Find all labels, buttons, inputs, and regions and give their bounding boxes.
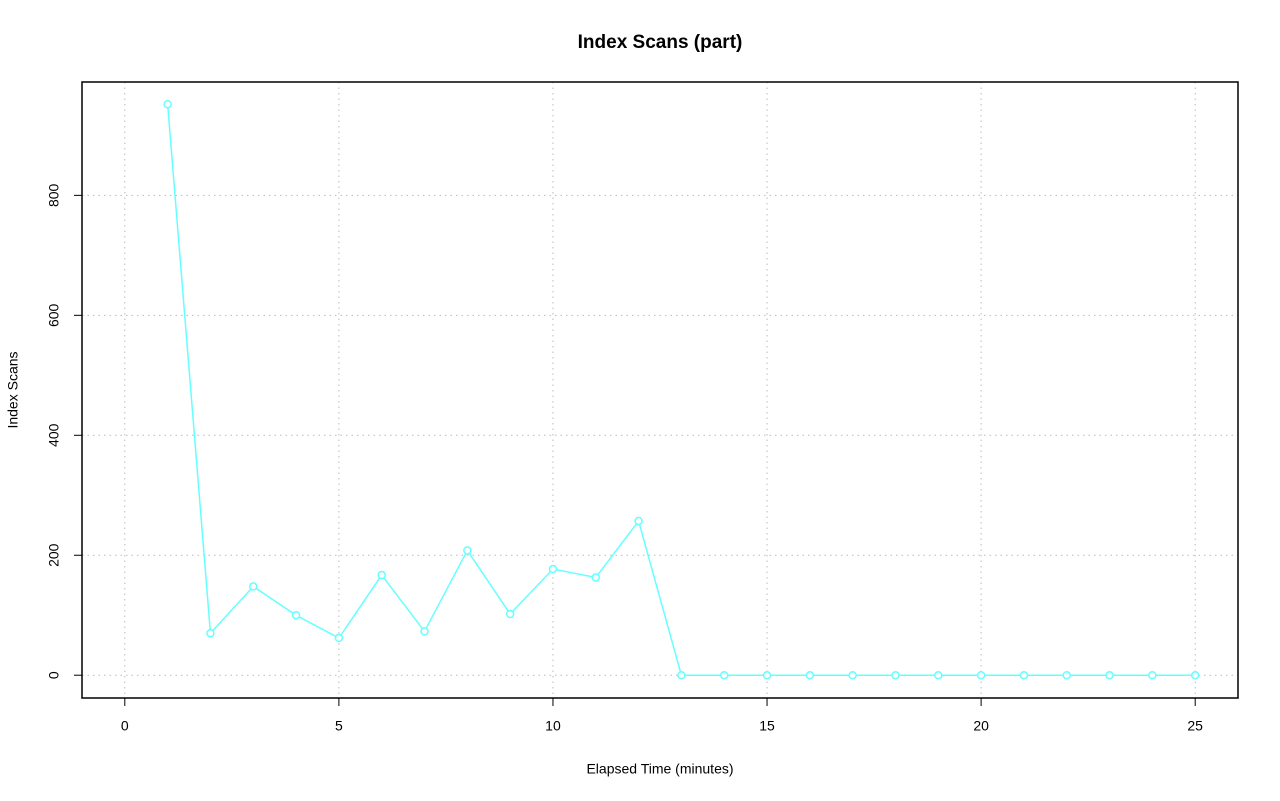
x-tick-label: 0	[121, 718, 129, 734]
data-point	[1019, 670, 1029, 680]
data-point	[505, 609, 515, 619]
data-point	[634, 516, 643, 526]
data-point	[1190, 670, 1200, 680]
y-axis-label: Index Scans	[5, 351, 21, 428]
plot-frame	[81, 81, 1239, 699]
data-point	[976, 670, 986, 680]
chart-title: Index Scans (part)	[578, 32, 743, 53]
data-point	[334, 633, 344, 643]
data-point	[1148, 670, 1157, 680]
y-tick-label: 400	[46, 423, 62, 447]
data-point	[891, 670, 900, 680]
y-tick-label: 600	[46, 303, 62, 327]
data-point	[249, 582, 258, 591]
data-point	[163, 99, 172, 109]
data-point	[548, 564, 558, 574]
data-point	[719, 670, 729, 680]
data-point	[206, 628, 215, 638]
data-point	[762, 670, 772, 680]
x-axis-label: Elapsed Time (minutes)	[586, 761, 733, 777]
data-point	[377, 570, 386, 580]
data-point	[677, 670, 686, 680]
x-tick-label: 25	[1187, 718, 1203, 734]
x-tick-label: 5	[335, 718, 343, 734]
data-point	[805, 670, 815, 680]
y-tick-label: 800	[46, 183, 62, 207]
data-point	[934, 670, 943, 680]
data-point	[848, 670, 857, 680]
grid	[82, 82, 1238, 698]
data-point	[291, 610, 301, 620]
y-tick-label: 200	[46, 543, 62, 567]
data-point	[1062, 670, 1071, 680]
x-tick-label: 20	[973, 718, 989, 734]
data-point	[420, 627, 429, 636]
data-point	[1105, 670, 1114, 680]
y-tick-label: 0	[46, 671, 62, 679]
x-tick-label: 10	[545, 718, 561, 734]
plot-area	[163, 99, 1200, 680]
data-point	[591, 573, 601, 582]
data-point	[463, 546, 472, 555]
x-tick-label: 15	[759, 718, 775, 734]
